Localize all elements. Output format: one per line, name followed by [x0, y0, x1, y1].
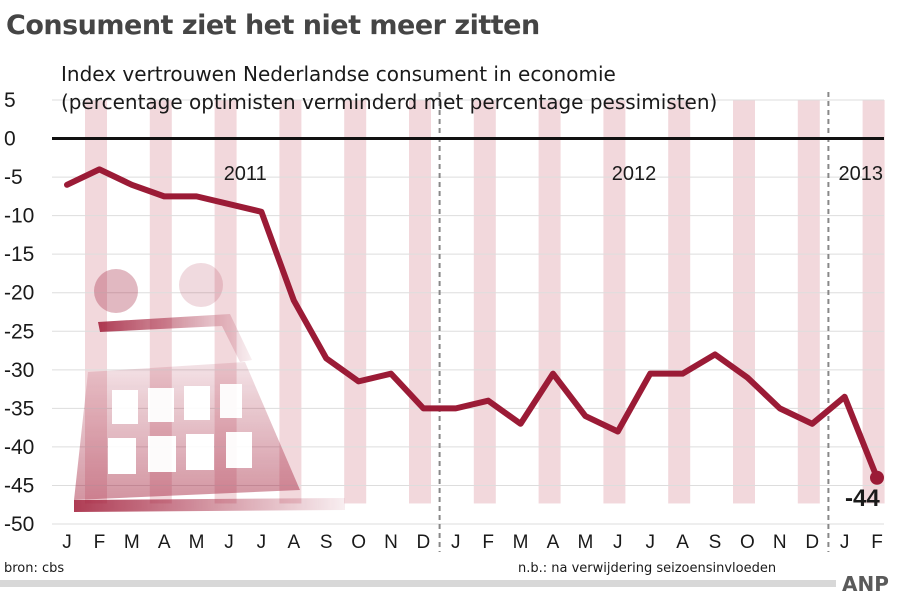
y-tick-label: -20 — [4, 282, 34, 305]
series-line-group — [64, 166, 884, 485]
month-stripe — [344, 100, 367, 504]
x-tick-label: M — [189, 532, 205, 553]
x-tick-label: O — [740, 532, 755, 553]
y-tick-label: -50 — [4, 513, 34, 536]
head-left — [94, 269, 138, 313]
cart-grid — [108, 384, 252, 474]
cart-handle — [98, 314, 252, 362]
x-tick-label: O — [351, 532, 366, 553]
x-tick-label: D — [417, 532, 431, 553]
x-tick-label: J — [257, 532, 267, 553]
year-label: 2013 — [839, 163, 884, 185]
y-tick-label: -5 — [4, 166, 23, 189]
series-line — [64, 166, 880, 481]
x-tick-label: A — [158, 532, 171, 553]
chart-subtitle-line2: (percentage optimisten verminderd met pe… — [61, 90, 717, 114]
x-tick-label: J — [613, 532, 623, 553]
x-tick-label: F — [482, 532, 494, 553]
x-tick-label: N — [773, 532, 787, 553]
x-tick-label: M — [513, 532, 529, 553]
footer-bar — [0, 580, 836, 587]
x-tick-label: J — [62, 532, 72, 553]
x-tick-label: A — [547, 532, 560, 553]
month-stripe — [409, 100, 431, 504]
y-tick-label: -25 — [4, 320, 34, 343]
year-label: 2012 — [612, 163, 657, 185]
source-label: bron: cbs — [4, 561, 64, 576]
x-tick-label: J — [224, 532, 234, 553]
end-point — [870, 470, 884, 485]
month-stripe — [797, 100, 820, 504]
y-axis-ticks: 5 0 -5 -10 -15 -20 -25 -30 -35 -40 -45 -50 — [4, 89, 34, 536]
x-tick-label: S — [320, 532, 333, 553]
y-tick-label: -10 — [4, 205, 34, 228]
month-stripe — [862, 100, 885, 504]
month-stripe — [668, 100, 691, 504]
y-tick-label: -15 — [4, 243, 34, 266]
shopping-cart-illustration — [74, 263, 345, 512]
anp-logo: ANP — [842, 572, 889, 593]
month-stripe — [733, 100, 755, 504]
x-tick-label: A — [287, 532, 300, 553]
x-tick-label: D — [805, 532, 819, 553]
x-tick-label: J — [645, 532, 655, 553]
x-tick-label: J — [840, 532, 850, 553]
chart-title: Consument ziet het niet meer zitten — [6, 10, 540, 41]
year-label: 2011 — [224, 163, 267, 185]
month-stripe — [473, 100, 496, 504]
y-tick-label: -40 — [4, 436, 34, 459]
x-tick-label: F — [871, 532, 883, 553]
month-stripe — [603, 100, 626, 504]
x-tick-label: M — [124, 532, 140, 553]
x-tick-label: N — [384, 532, 398, 553]
y-tick-label: 5 — [4, 89, 16, 112]
cart-wheel-bar — [74, 498, 345, 512]
y-tick-label: -30 — [4, 359, 34, 382]
cart-basket — [74, 362, 300, 500]
head-right — [179, 263, 223, 307]
x-tick-label: M — [577, 532, 593, 553]
month-stripe — [279, 100, 302, 504]
month-stripe — [538, 100, 561, 504]
y-tick-label: -45 — [4, 474, 34, 497]
x-tick-label: S — [709, 532, 722, 553]
footnote-label: n.b.: na verwijdering seizoensinvloeden — [518, 561, 776, 576]
y-tick-label: -35 — [4, 397, 34, 420]
end-value-label: -44 — [845, 485, 880, 512]
y-tick-label: 0 — [4, 128, 16, 151]
x-tick-label: F — [94, 532, 106, 553]
year-labels: 2011 2012 2013 — [224, 163, 883, 185]
x-tick-label: J — [451, 532, 461, 553]
year-dividers — [438, 92, 830, 552]
chart-subtitle-line1: Index vertrouwen Nederlandse consument i… — [61, 62, 616, 86]
x-tick-label: A — [676, 532, 689, 553]
